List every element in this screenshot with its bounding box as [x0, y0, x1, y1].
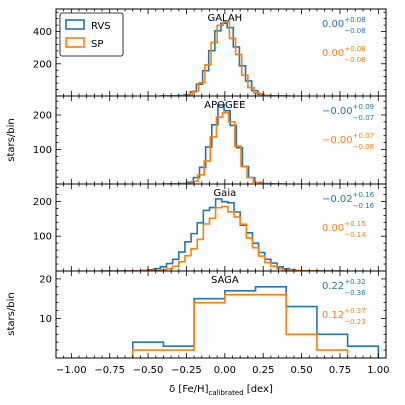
- annotation-rvs: 0.22+0.32: [322, 278, 366, 292]
- annotation-value: 0.00: [322, 223, 344, 234]
- annotation-lower: −0.08: [344, 27, 365, 35]
- annotation-rvs: 0.00+0.08: [322, 16, 366, 30]
- x-label-unit: [dex]: [244, 384, 273, 395]
- legend-label-rvs: RVS: [91, 21, 111, 32]
- y-axis-label-1: stars/bin: [6, 118, 17, 161]
- annotation-lower: −0.36: [344, 289, 366, 297]
- x-tick-label: 1.00: [367, 365, 389, 376]
- x-tick-label: −0.25: [171, 365, 202, 376]
- annotation-value: 0.12: [322, 310, 344, 321]
- annotation-sp: 0.12+0.37: [322, 307, 366, 321]
- panel-title: GALAH: [207, 13, 242, 24]
- series-rvs-gaia: [98, 198, 345, 271]
- series-sp-gaia: [117, 205, 333, 271]
- legend-label-sp: SP: [91, 39, 103, 50]
- panel-series: [131, 286, 380, 358]
- annotation-sp: −0.00+0.07: [322, 132, 374, 146]
- annotation-upper: +0.32: [344, 278, 365, 286]
- annotation-upper: +0.09: [353, 103, 374, 111]
- x-tick-label: 0.00: [214, 365, 236, 376]
- series-rvs-galah: [159, 22, 291, 96]
- y-tick-label: 200: [33, 59, 52, 70]
- x-label-main: δ [Fe/H]: [169, 384, 208, 395]
- annotation-upper: +0.16: [353, 191, 375, 199]
- legend-swatch-rvs: [65, 19, 85, 30]
- x-tick-label: 0.50: [290, 365, 312, 376]
- y-tick-label: 200: [33, 110, 52, 121]
- legend: RVS SP: [59, 12, 124, 57]
- annotation-value: −0.00: [322, 106, 353, 117]
- annotation-upper: +0.08: [344, 16, 365, 24]
- annotation-rvs: −0.02+0.16: [322, 191, 375, 205]
- panel-title: Gaia: [213, 188, 236, 199]
- panel-series: [159, 20, 291, 96]
- annotation-value: 0.00: [322, 19, 344, 30]
- panel-title: SAGA: [211, 275, 239, 286]
- annotation-sp: 0.00+0.08: [322, 45, 366, 59]
- y-tick-label: 20: [39, 274, 52, 285]
- panel-frame: [55, 270, 387, 359]
- legend-swatch-sp: [65, 37, 85, 48]
- annotation-lower: −0.08: [344, 56, 365, 64]
- x-tick-label: 0.25: [252, 365, 274, 376]
- x-tick-label: −0.50: [133, 365, 164, 376]
- series-sp-galah: [161, 20, 288, 96]
- annotation-lower: −0.16: [353, 202, 375, 210]
- legend-frame: [59, 12, 124, 57]
- panel-series: [162, 104, 286, 184]
- y-tick-label: 100: [33, 232, 52, 243]
- x-tick-label: −1.00: [56, 365, 87, 376]
- annotation-value: −0.02: [322, 194, 353, 205]
- annotation-upper: +0.37: [344, 307, 365, 315]
- x-label-subscript: calibrated: [208, 389, 243, 397]
- series-rvs-apogee: [162, 104, 286, 184]
- y-tick-label: 400: [33, 27, 52, 38]
- y-tick-label: 10: [39, 314, 52, 325]
- annotation-upper: +0.15: [344, 220, 365, 228]
- annotation-lower: −0.14: [344, 231, 366, 239]
- series-sp-apogee: [167, 111, 283, 184]
- y-tick-label: 200: [33, 197, 52, 208]
- annotation-lower: −0.07: [353, 114, 374, 122]
- x-axis-label: δ [Fe/H]calibrated [dex]: [169, 384, 273, 397]
- series-rvs-saga: [131, 286, 380, 358]
- annotation-lower: −0.08: [353, 143, 374, 151]
- annotation-sp: 0.00+0.15: [322, 220, 366, 234]
- annotation-rvs: −0.00+0.09: [322, 103, 374, 117]
- panel-apogee: 100200APOGEE−0.00+0.09−0.07−0.00+0.07−0.…: [33, 95, 387, 185]
- annotation-upper: +0.08: [344, 45, 365, 53]
- y-axis-label-2: stars/bin: [6, 292, 17, 335]
- series-sp-saga: [131, 293, 349, 358]
- panel-series: [98, 198, 345, 271]
- annotation-lower: −0.23: [344, 318, 365, 326]
- x-tick-label: −0.75: [94, 365, 125, 376]
- annotation-value: −0.00: [322, 135, 353, 146]
- annotation-upper: +0.07: [353, 132, 374, 140]
- annotation-value: 0.00: [322, 48, 344, 59]
- y-tick-label: 100: [33, 145, 52, 156]
- x-tick-label: 0.75: [329, 365, 351, 376]
- panel-title: APOGEE: [204, 100, 245, 111]
- annotation-value: 0.22: [322, 281, 344, 292]
